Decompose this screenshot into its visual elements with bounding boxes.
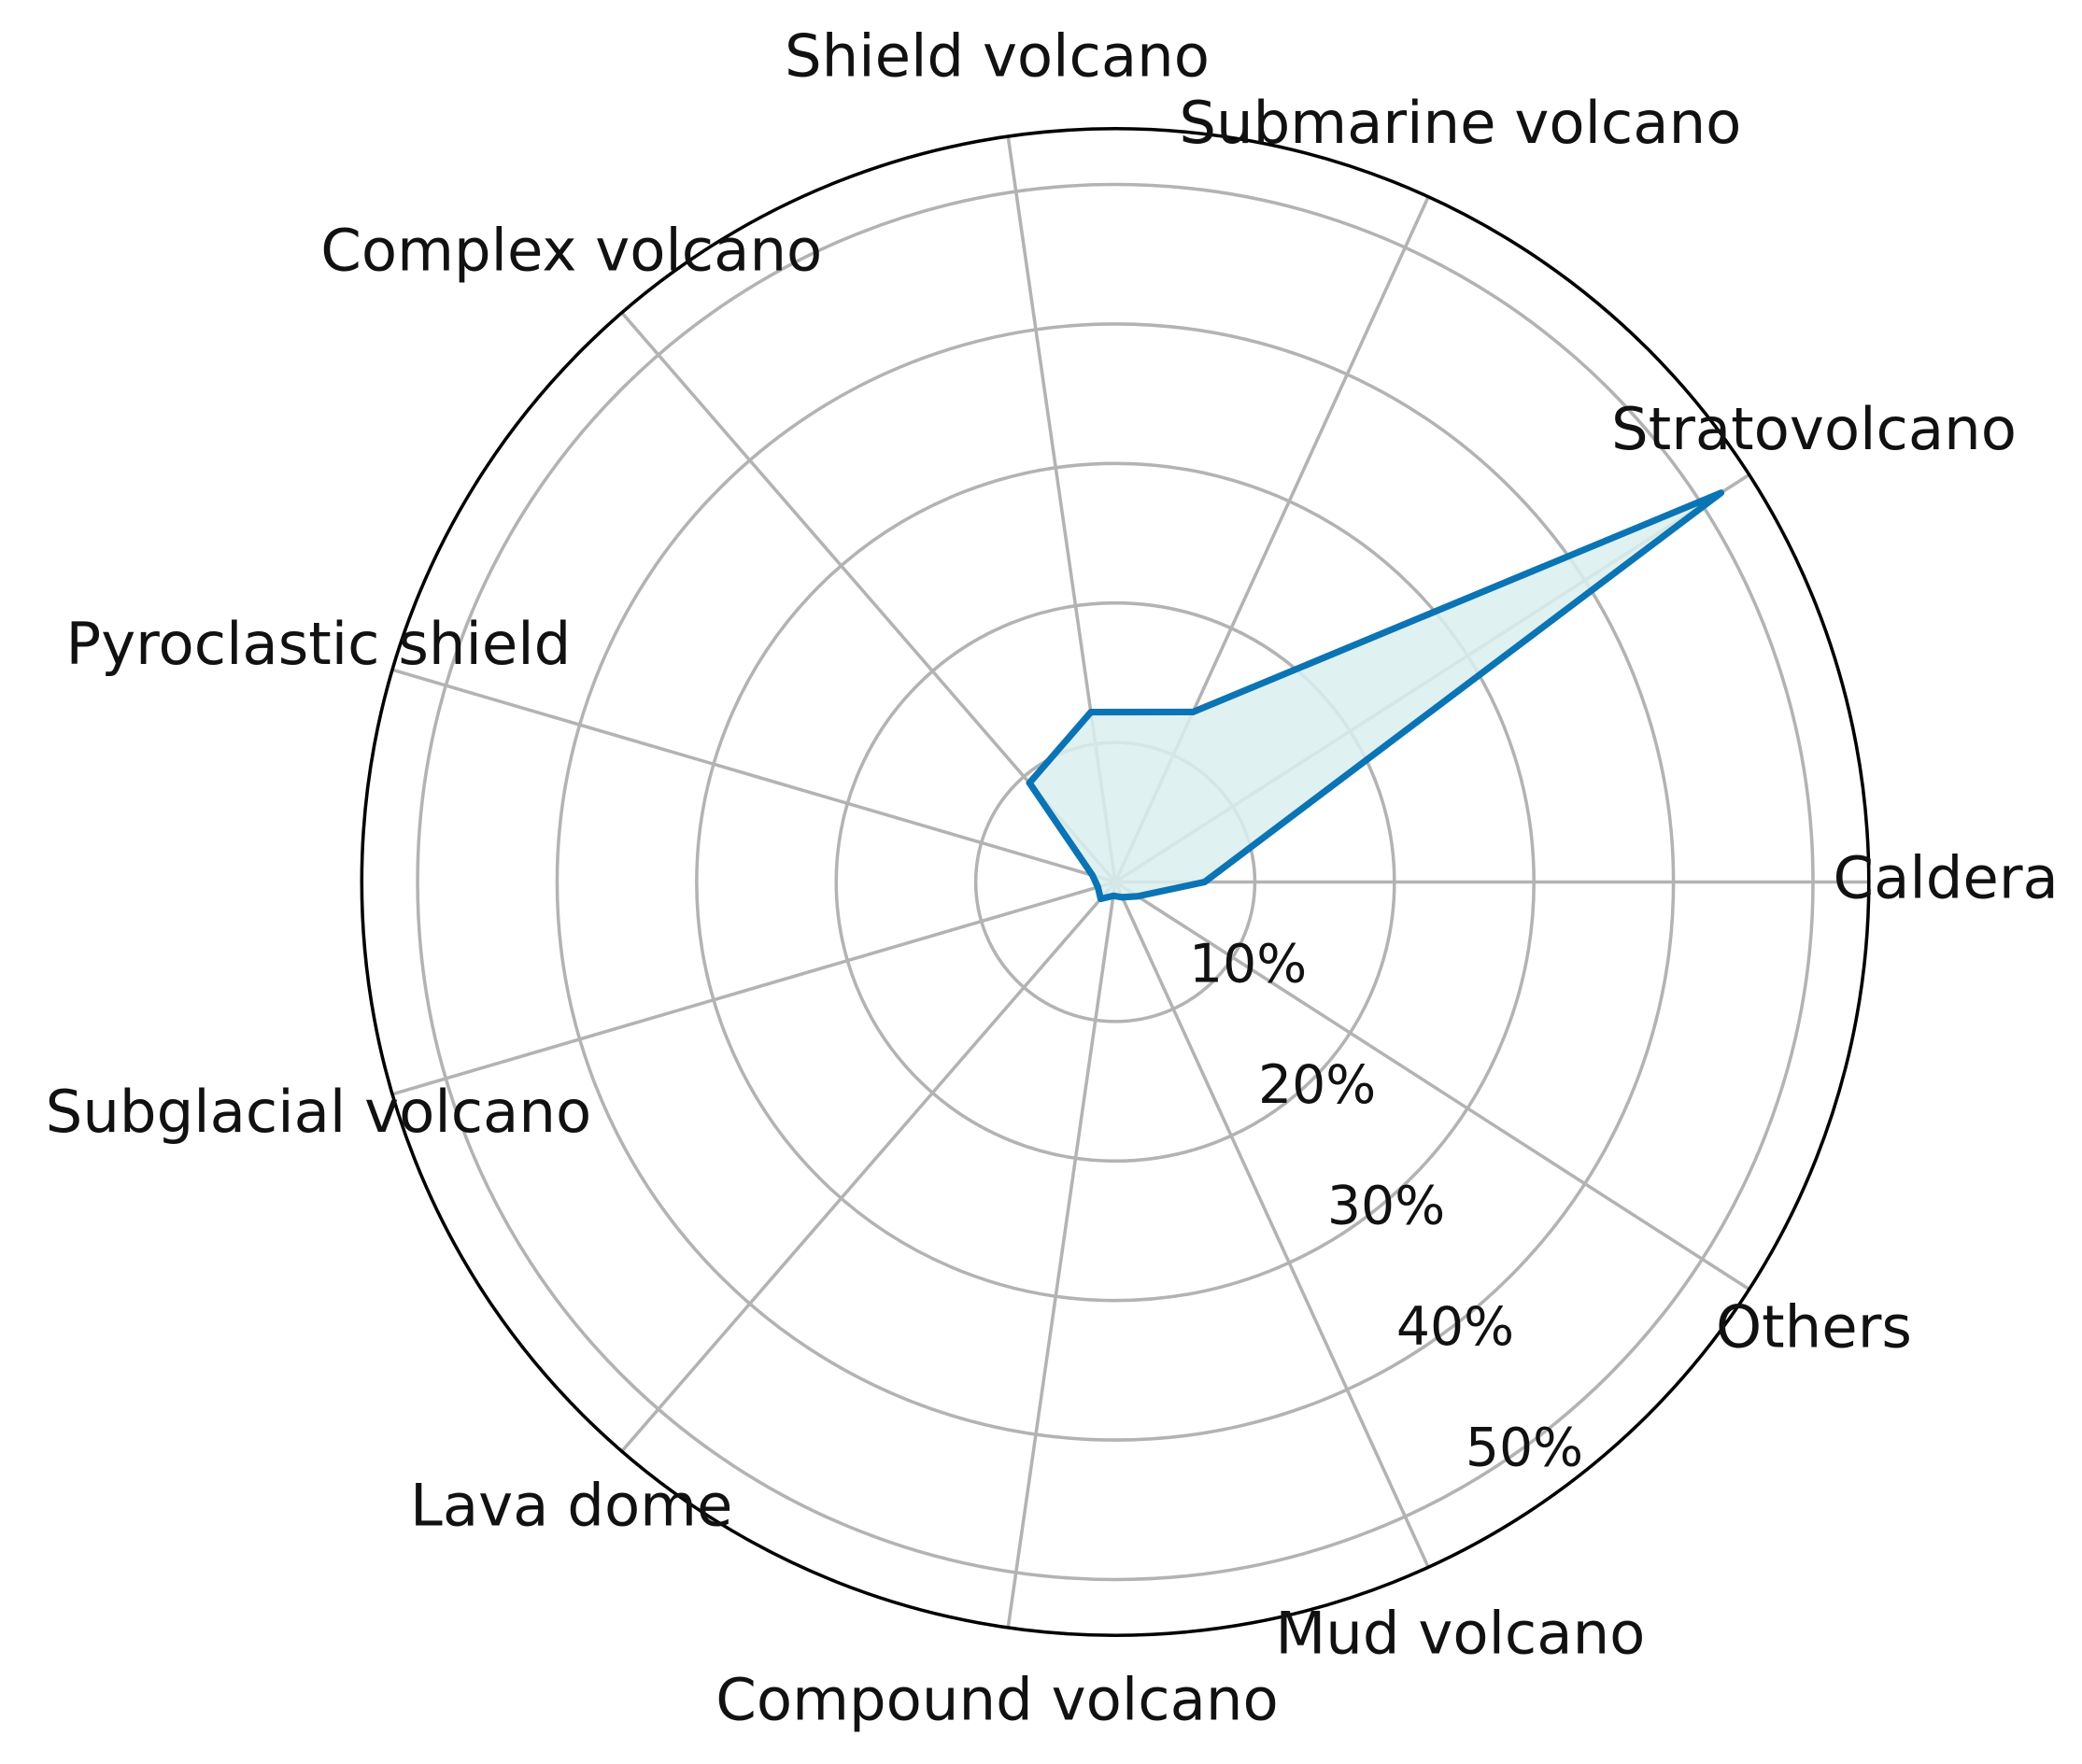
spoke — [620, 881, 1117, 1453]
category-label: Mud volcano — [1275, 1599, 1645, 1667]
category-label: Lava dome — [410, 1472, 732, 1540]
r-tick-label: 30% — [1327, 1175, 1445, 1236]
spoke — [1113, 881, 1430, 1569]
r-tick-label: 40% — [1396, 1296, 1514, 1358]
category-label: Complex volcano — [320, 217, 822, 285]
category-label: Others — [1716, 1292, 1912, 1361]
spoke — [1114, 881, 1750, 1291]
series-area — [1029, 492, 1721, 899]
series-line — [1026, 489, 1725, 903]
category-label: Stratovolcano — [1611, 395, 2017, 463]
spoke — [391, 880, 1116, 1096]
category-label: Shield volcano — [785, 22, 1210, 91]
spoke — [391, 668, 1116, 884]
category-label: Subglacial volcano — [46, 1078, 592, 1146]
r-tick-label: 10% — [1189, 933, 1307, 995]
category-label: Caldera — [1833, 844, 2058, 912]
outer-frame — [360, 126, 1871, 1638]
category-label: Compound volcano — [715, 1666, 1278, 1734]
spoke — [1006, 882, 1117, 1629]
category-label: Submarine volcano — [1179, 89, 1741, 157]
category-label: Pyroclastic shield — [66, 610, 572, 678]
r-tick-label: 50% — [1466, 1417, 1583, 1478]
r-tick-label: 20% — [1258, 1054, 1376, 1116]
